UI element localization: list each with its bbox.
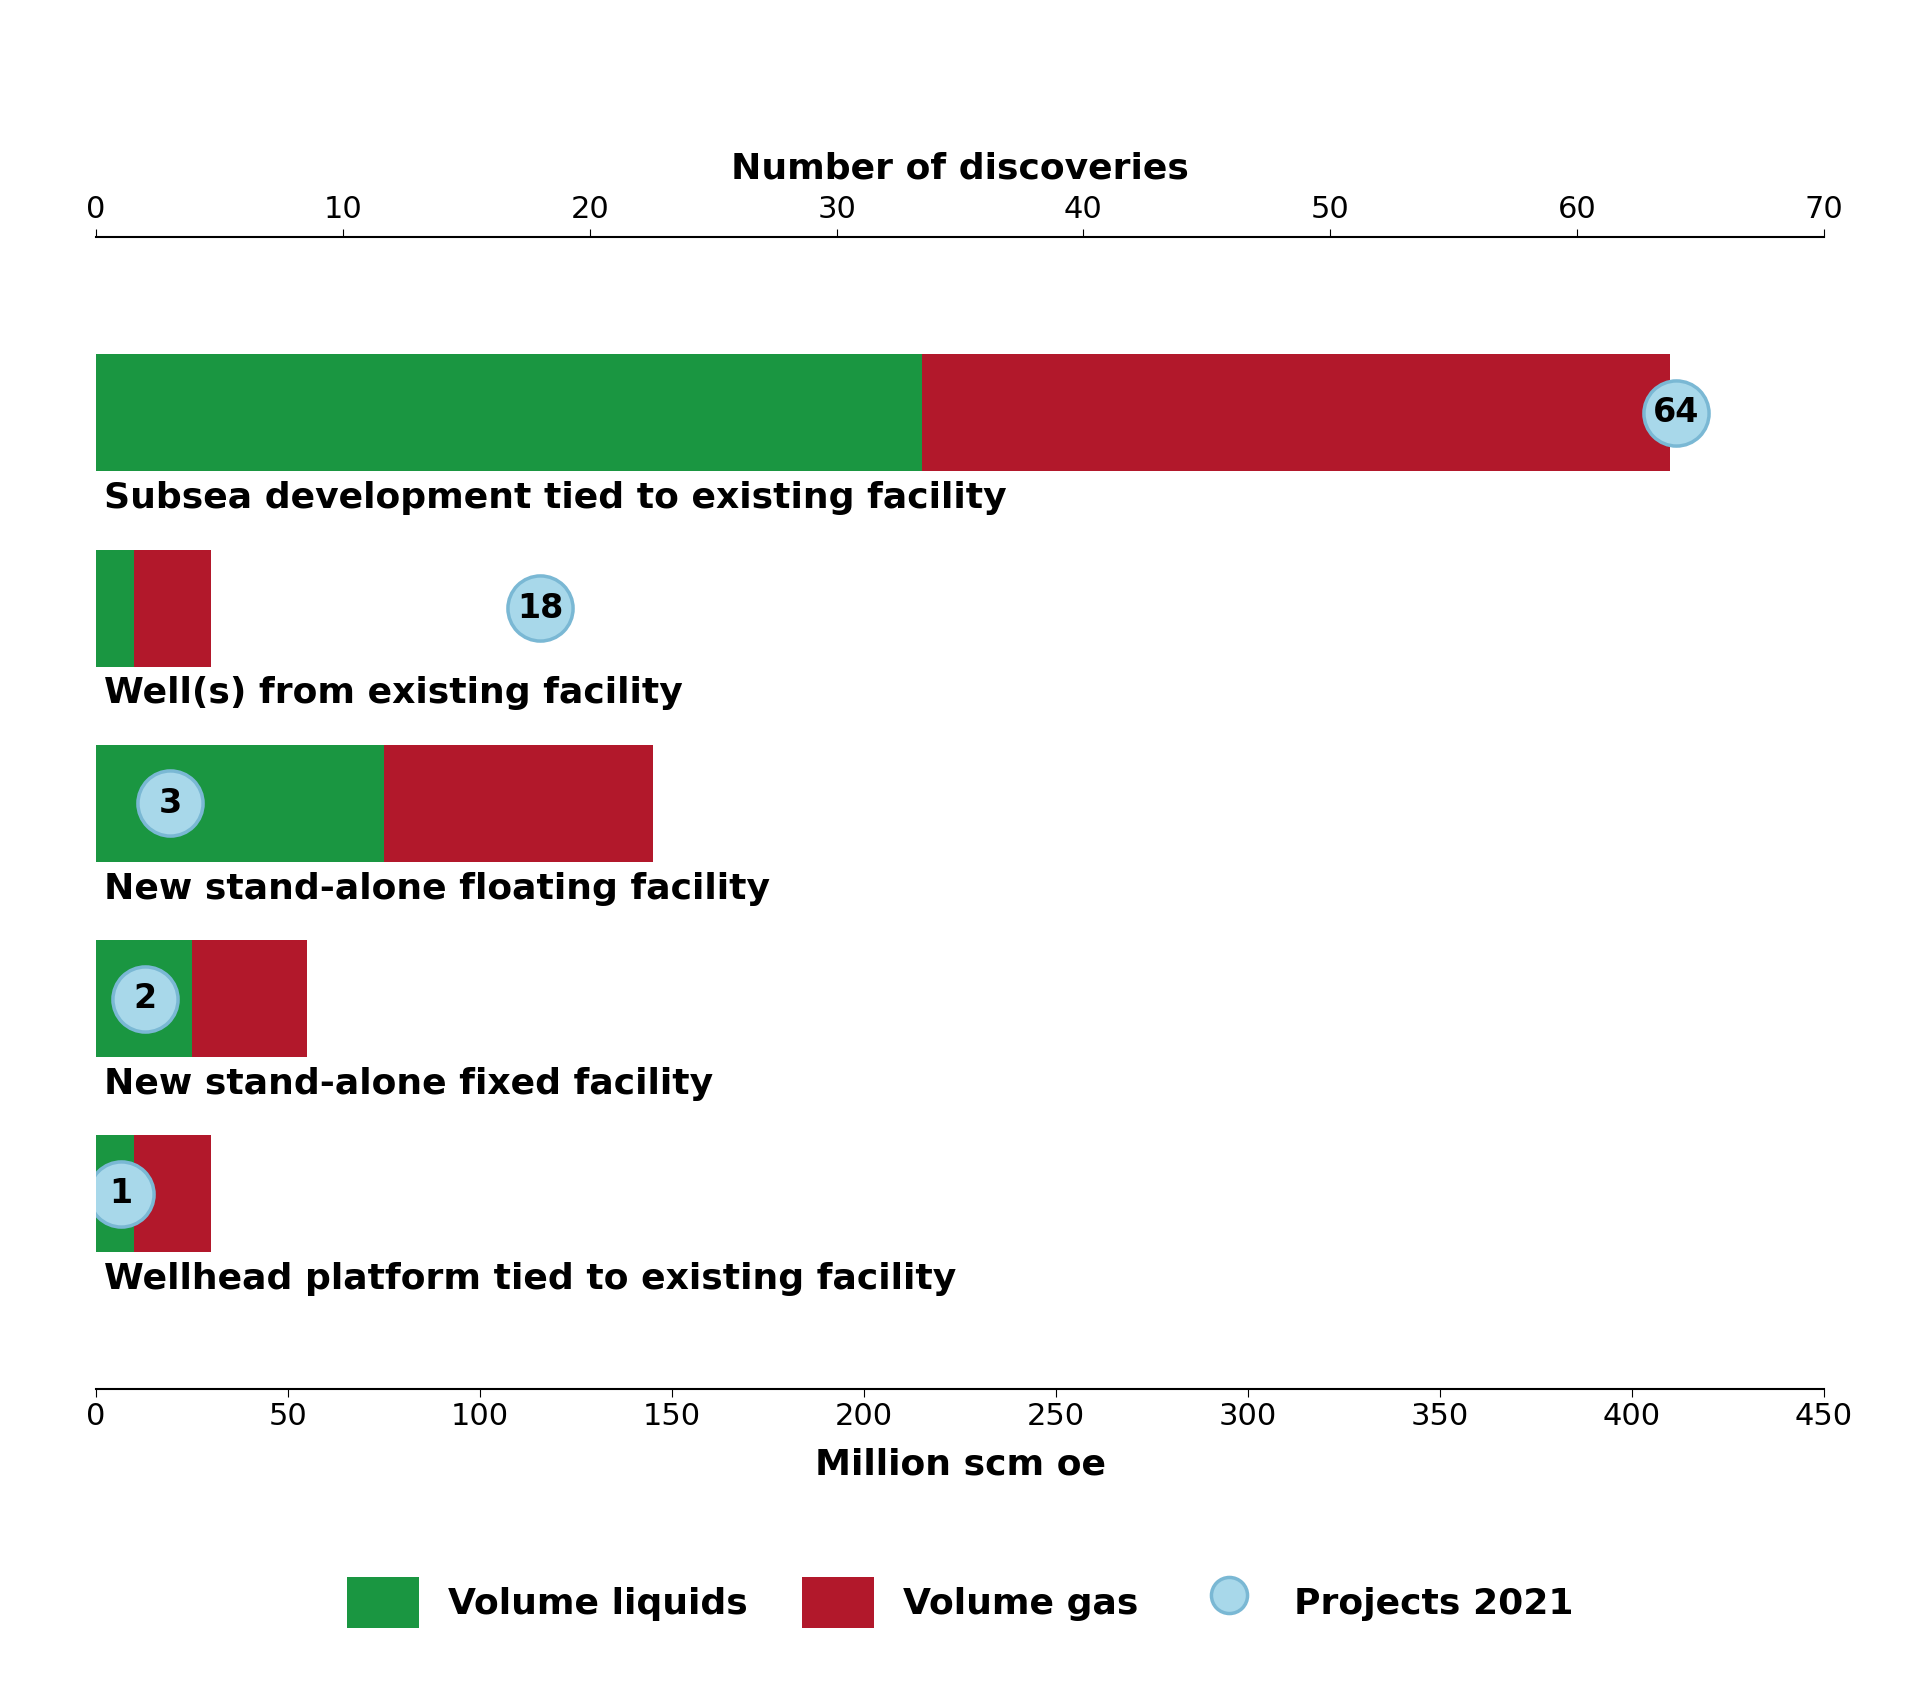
Bar [96,549,134,667]
Point [1661,400,1692,427]
Text: 2: 2 [134,983,157,1015]
Point [106,1181,136,1208]
Text: Subsea development tied to existing facility: Subsea development tied to existing faci… [104,481,1006,515]
Bar [384,745,653,862]
Text: Wellhead platform tied to existing facility: Wellhead platform tied to existing facil… [104,1262,956,1296]
Legend: Volume liquids, Volume gas, Projects 2021: Volume liquids, Volume gas, Projects 202… [332,1562,1588,1641]
Text: 18: 18 [516,591,564,625]
Bar [922,354,1670,471]
Bar [134,549,211,667]
Bar [96,1135,134,1252]
Bar [192,940,307,1057]
Point [524,595,555,622]
Text: Well(s) from existing facility: Well(s) from existing facility [104,676,682,710]
Text: 1: 1 [109,1177,132,1210]
Text: New stand-alone floating facility: New stand-alone floating facility [104,872,770,906]
Point [131,984,161,1011]
Text: New stand-alone fixed facility: New stand-alone fixed facility [104,1067,712,1101]
Bar [96,354,922,471]
X-axis label: Number of discoveries: Number of discoveries [732,151,1188,185]
Bar [96,745,384,862]
Text: 64: 64 [1653,396,1699,429]
Bar [134,1135,211,1252]
Point [156,789,186,817]
X-axis label: Million scm oe: Million scm oe [814,1448,1106,1482]
Text: 3: 3 [159,786,182,820]
Bar [96,940,192,1057]
